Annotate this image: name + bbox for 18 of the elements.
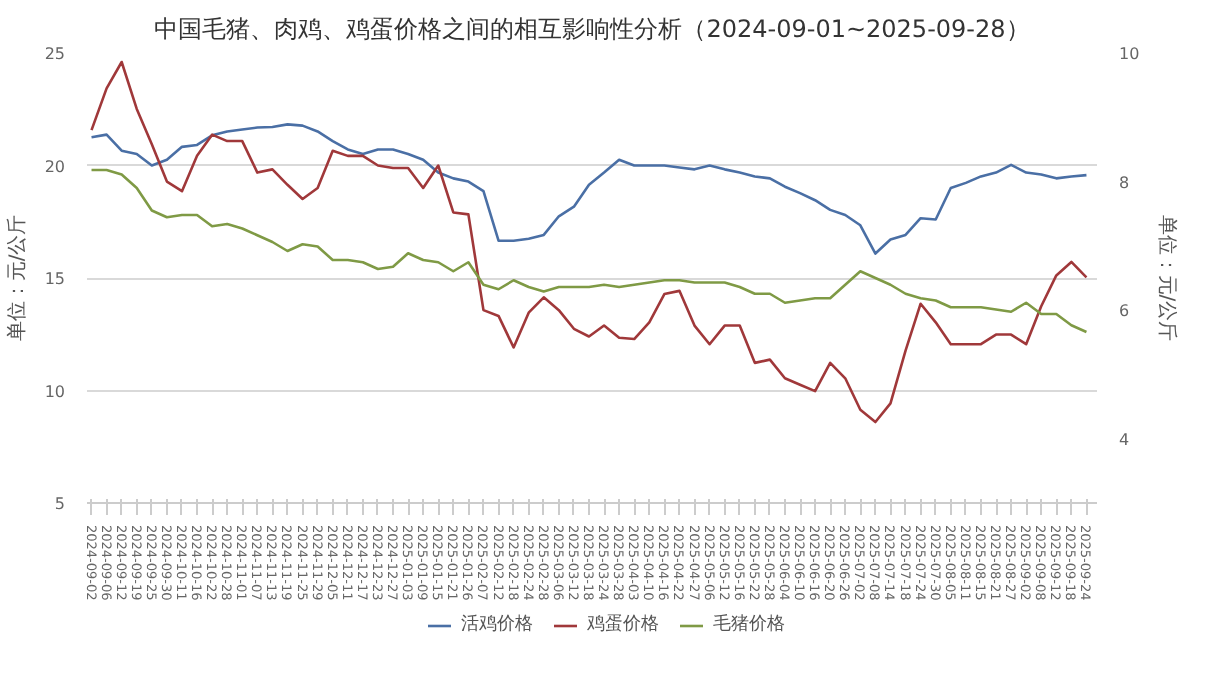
y-tick-label: 15: [44, 270, 66, 288]
y-tick-label: 5: [54, 495, 66, 513]
y-tick-label: 25: [44, 45, 66, 63]
legend-label: 鸡蛋价格: [587, 612, 659, 637]
y2-tick-label: 4: [1119, 430, 1130, 449]
y2-tick-label: 6: [1119, 302, 1130, 321]
y-tick-label: 20: [44, 157, 66, 176]
line-series: [90, 168, 1088, 334]
y2-tick-label: 10: [1119, 45, 1140, 63]
chart-title: 中国毛猪、肉鸡、鸡蛋价格之间的相互影响性分析（2024-09-01~2025-09-28）: [154, 15, 1030, 43]
y2-tick-label: 8: [1119, 173, 1130, 192]
line-series: [90, 60, 1088, 424]
y-axis-title: 单位：元/公斤: [4, 214, 29, 342]
y-tick-label: 10: [44, 382, 66, 401]
legend-label: 毛猪价格: [713, 612, 785, 637]
legend-label: 活鸡价格: [461, 612, 533, 637]
y2-axis-title: 单位：元/公斤: [1155, 214, 1180, 342]
line-series: [90, 123, 1088, 255]
